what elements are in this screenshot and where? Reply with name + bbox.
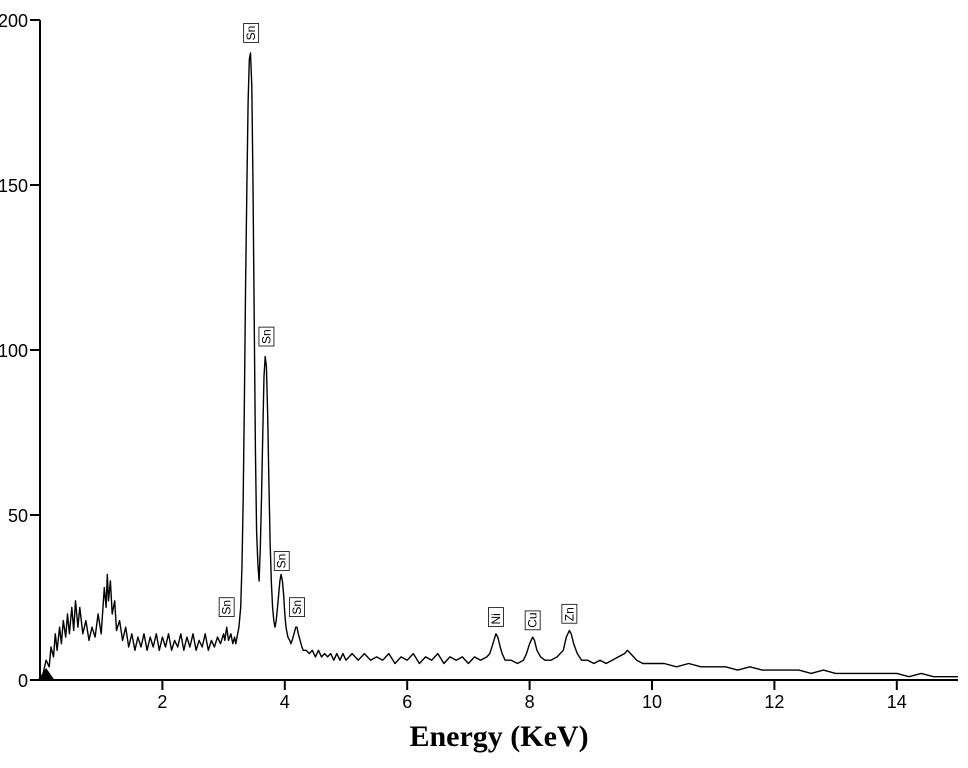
y-tick-label: 200 (0, 11, 28, 31)
eds-spectrum-chart: 0 50 100 150 200 2 4 6 8 10 12 14 Energy (KeV) Sn Sn Sn… (0, 0, 968, 768)
svg-text:Cu: Cu (526, 612, 540, 627)
chart-svg: 0 50 100 150 200 2 4 6 8 10 12 14 Energy (KeV) Sn Sn Sn… (0, 0, 968, 768)
peak-label: Sn (290, 598, 305, 617)
peak-label: Sn (274, 552, 289, 571)
y-tick-label: 150 (0, 176, 28, 196)
x-tick-label: 14 (887, 692, 907, 712)
svg-text:Sn: Sn (275, 554, 289, 569)
x-axis-label: Energy (KeV) (409, 720, 588, 753)
svg-text:Sn: Sn (244, 26, 258, 41)
svg-text:Sn: Sn (259, 329, 273, 344)
x-tick-label: 4 (280, 692, 290, 712)
peak-label: Sn (244, 24, 259, 43)
y-tick-label: 0 (18, 671, 28, 691)
y-tick-label: 100 (0, 341, 28, 361)
svg-text:Ni: Ni (489, 613, 503, 624)
peak-label: Cu (525, 611, 540, 630)
y-tick-label: 50 (8, 506, 28, 526)
x-tick-label: 12 (764, 692, 784, 712)
peak-label: Ni (488, 608, 503, 627)
peak-label: Sn (219, 598, 234, 617)
x-tick-label: 2 (157, 692, 167, 712)
svg-text:Sn: Sn (290, 600, 304, 615)
svg-text:Zn: Zn (562, 607, 576, 621)
peak-label: Sn (259, 327, 274, 346)
x-tick-label: 10 (642, 692, 662, 712)
x-tick-label: 6 (402, 692, 412, 712)
svg-text:Sn: Sn (220, 600, 234, 615)
peak-label: Zn (562, 604, 577, 623)
x-tick-label: 8 (525, 692, 535, 712)
